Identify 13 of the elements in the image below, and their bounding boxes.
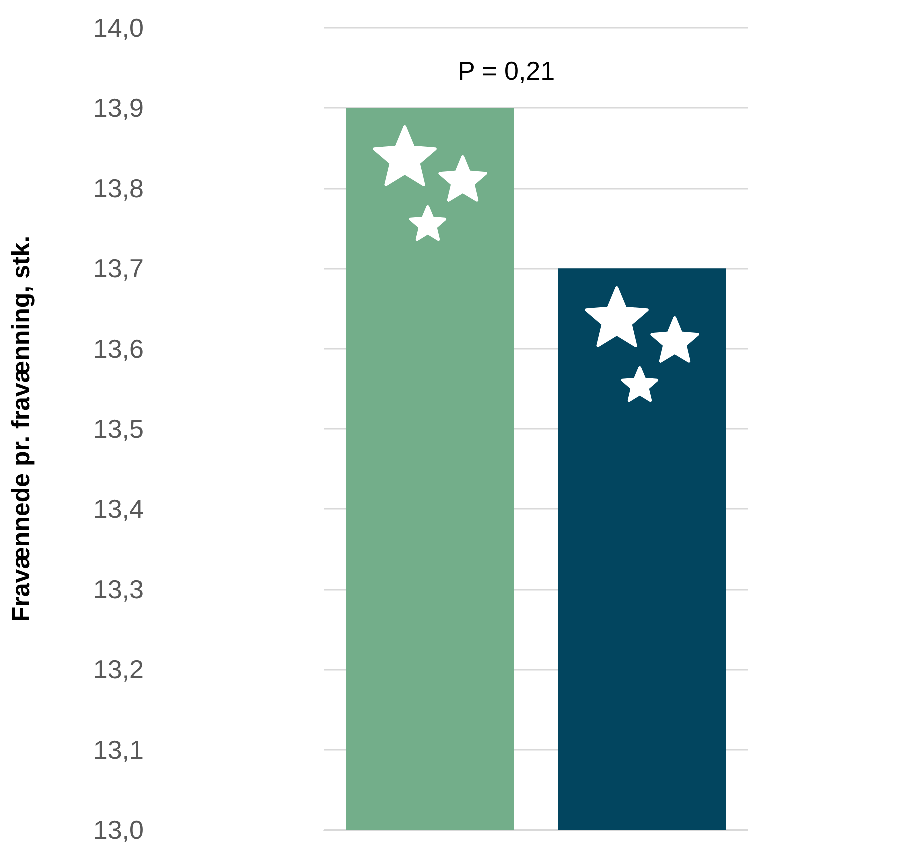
y-tick-label: 13,4 [93, 494, 144, 524]
y-tick-label: 13,8 [93, 173, 144, 204]
y-tick-label: 13,6 [93, 334, 144, 364]
y-tick-label: 13,7 [93, 254, 144, 284]
y-tick-label: 13,5 [93, 414, 144, 444]
y-axis-title: Fravænnede pr. fravænning, stk. [8, 236, 36, 622]
y-tick-label: 13,9 [93, 93, 144, 124]
y-tick-label: 13,1 [93, 734, 144, 765]
y-tick-label: 13,0 [93, 815, 144, 845]
y-tick-label: 13,3 [93, 574, 144, 604]
annotation: P = 0,21 [458, 56, 556, 86]
y-tick-label: 14,0 [93, 13, 144, 43]
y-tick-label: 13,2 [93, 654, 144, 685]
